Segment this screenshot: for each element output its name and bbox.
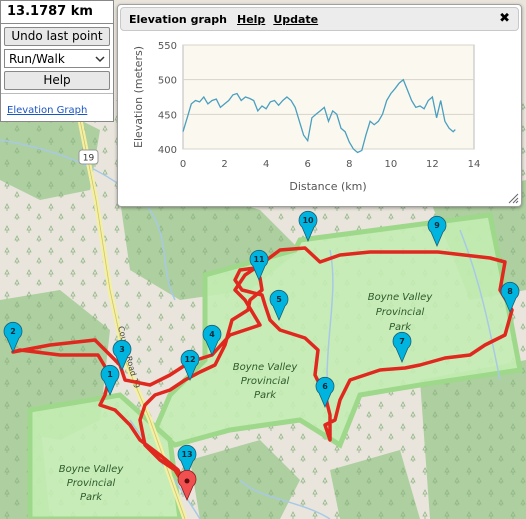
park-label-2: Boyne Valley Provincial Park (233, 362, 299, 401)
svg-text:Park: Park (389, 322, 412, 333)
road-number: 19 (83, 154, 95, 164)
y-tick-label: 550 (158, 41, 177, 52)
route-marker-label: 4 (209, 330, 215, 339)
route-marker-9[interactable]: 9 (427, 215, 447, 248)
svg-text:Park: Park (80, 492, 103, 503)
activity-select[interactable]: Run/Walk (4, 49, 110, 68)
route-path (11, 246, 514, 492)
elevation-dialog: Elevation graph Help Update ✖ 550 500 450 4… (117, 4, 522, 207)
help-button[interactable]: Help (4, 71, 110, 90)
route-marker-7[interactable]: 7 (392, 331, 412, 364)
control-panel: 13.1787 km Undo last point Run/Walk Help… (0, 0, 114, 122)
x-tick-label: 4 (263, 159, 269, 170)
distance-readout: 13.1787 km (1, 1, 113, 24)
svg-text:Park: Park (254, 390, 277, 401)
y-tick-label: 450 (158, 110, 177, 121)
dialog-title: Elevation graph (129, 12, 228, 26)
county-road (77, 119, 188, 519)
route-marker-label: 3 (119, 345, 125, 354)
route-marker-13[interactable]: 13 (177, 444, 197, 477)
plot-area (182, 44, 475, 150)
x-tick-label: 10 (384, 159, 397, 170)
svg-text:Boyne Valley: Boyne Valley (368, 292, 434, 303)
park-label-3: Boyne Valley Provincial Park (59, 464, 125, 503)
road-shield: 19 (78, 149, 99, 165)
route-marker-12[interactable]: 12 (180, 349, 200, 382)
elevation-series-line (182, 78, 456, 154)
x-tick-label: 12 (426, 159, 439, 170)
route-marker-10[interactable]: 10 (298, 210, 318, 243)
x-tick-label: 8 (346, 159, 352, 170)
route-marker-label: 6 (322, 382, 328, 391)
route-marker-8[interactable]: 8 (500, 281, 520, 314)
undo-last-point-button[interactable]: Undo last point (4, 27, 110, 46)
y-axis-label: Elevation (meters) (132, 46, 145, 148)
y-tick-labels: 550 500 450 400 (158, 41, 177, 156)
elevation-chart: 550 500 450 400 0 2 4 6 8 10 12 14 Distance (km) E… (132, 41, 481, 193)
x-tick-label: 0 (180, 159, 186, 170)
y-tick-label: 500 (158, 76, 177, 87)
route-marker-label: 10 (302, 216, 314, 225)
activity-select-value: Run/Walk (9, 51, 65, 66)
chart-grid (183, 44, 474, 150)
dialog-titlebar[interactable]: Elevation graph Help Update ✖ (120, 7, 519, 31)
svg-text:Boyne Valley: Boyne Valley (59, 464, 125, 475)
elevation-link-row: Elevation Graph (1, 93, 113, 121)
route-marker-label: 13 (181, 450, 192, 459)
resize-handle-icon[interactable] (507, 192, 519, 204)
route-marker-4[interactable]: 4 (202, 324, 222, 357)
svg-text:Boyne Valley: Boyne Valley (233, 362, 299, 373)
x-tick-label: 14 (468, 159, 481, 170)
park-label-1: Boyne Valley Provincial Park (368, 292, 434, 333)
route-marker-6[interactable]: 6 (315, 376, 335, 409)
close-icon[interactable]: ✖ (499, 11, 510, 26)
route-marker-label: 8 (507, 287, 513, 296)
route-marker-label: 5 (276, 295, 282, 304)
route-marker-label: 1 (107, 370, 113, 379)
x-axis-label: Distance (km) (289, 180, 366, 193)
y-tick-label: 400 (158, 145, 177, 156)
svg-text:Provincial: Provincial (241, 376, 290, 387)
route-marker-label: 2 (10, 327, 16, 336)
x-tick-label: 6 (305, 159, 311, 170)
route-marker-5[interactable]: 5 (269, 289, 289, 322)
x-tick-label: 2 (221, 159, 227, 170)
chevron-down-icon (95, 55, 105, 62)
dialog-help-link[interactable]: Help (237, 12, 266, 26)
route-marker-1[interactable]: 1 (100, 364, 120, 397)
route-marker-label: 9 (434, 221, 440, 230)
route-end-marker[interactable] (177, 469, 197, 502)
route-marker-11[interactable]: 11 (249, 249, 269, 282)
route-marker-3[interactable]: 3 (112, 339, 132, 372)
route-marker-label: 7 (399, 337, 405, 346)
dialog-update-link[interactable]: Update (273, 12, 319, 26)
svg-text:Provincial: Provincial (376, 307, 425, 318)
route-marker-2[interactable]: 2 (3, 321, 23, 354)
elevation-graph-link[interactable]: Elevation Graph (7, 105, 88, 116)
route-marker-label: 11 (253, 255, 265, 264)
svg-text:Provincial: Provincial (67, 478, 116, 489)
route-marker-label: 12 (184, 355, 195, 364)
x-tick-labels: 0 2 4 6 8 10 12 14 (180, 159, 481, 170)
